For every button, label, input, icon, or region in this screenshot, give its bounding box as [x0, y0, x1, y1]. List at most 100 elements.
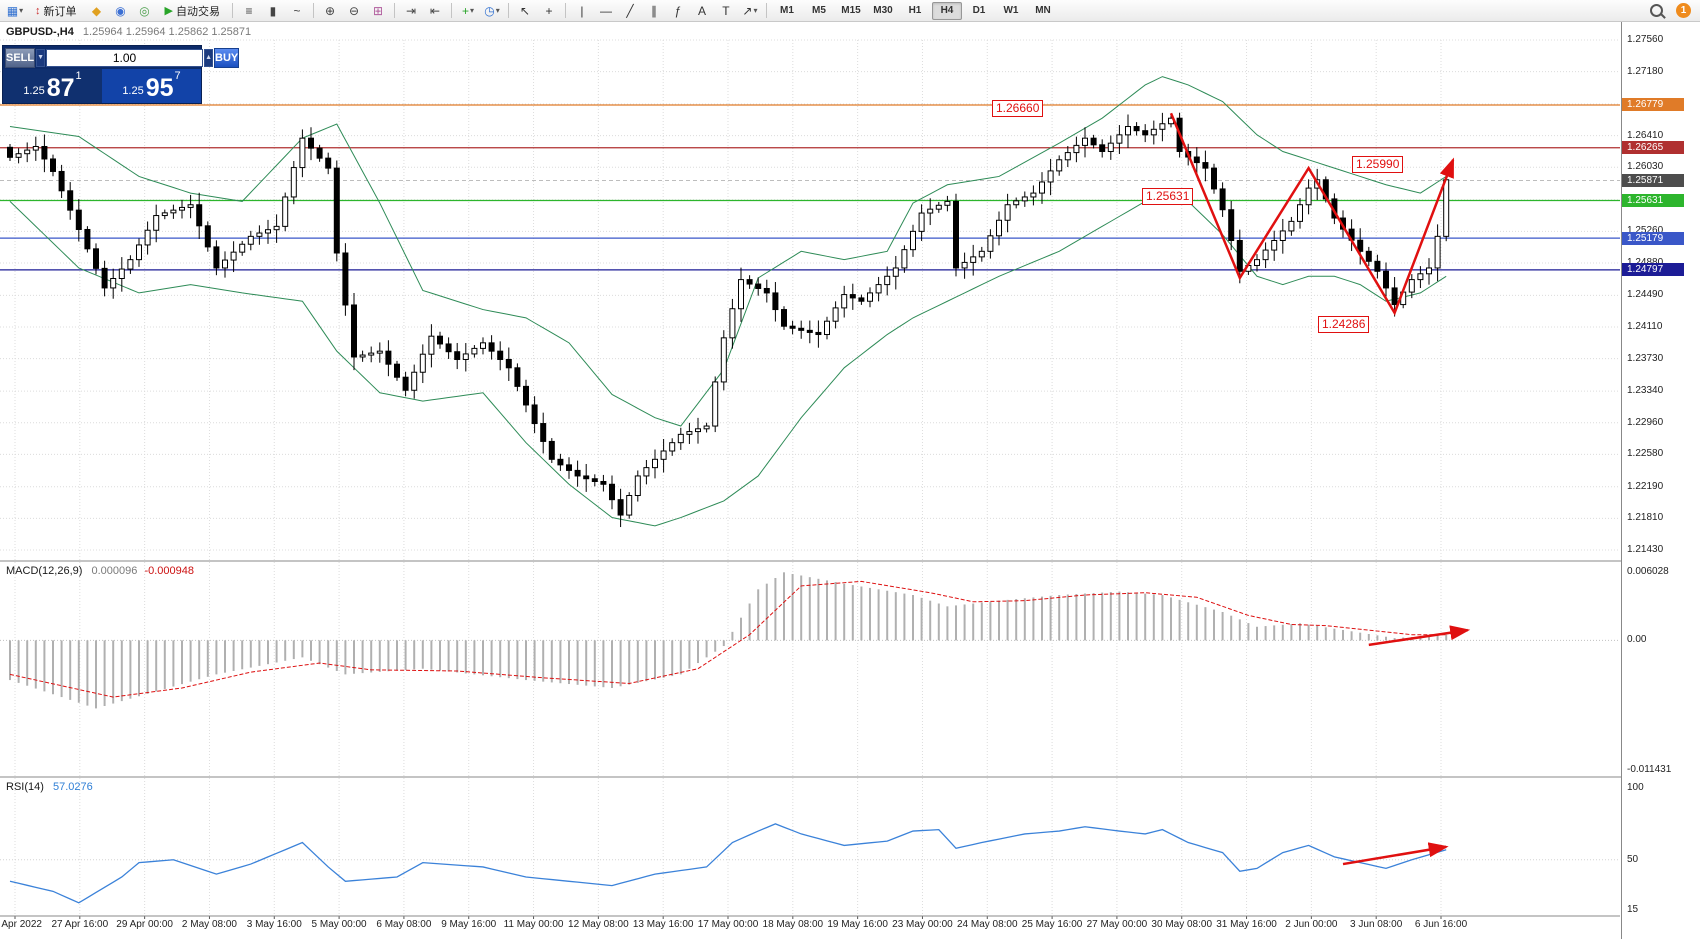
search-icon[interactable]	[1645, 1, 1667, 21]
candle-body	[480, 342, 486, 349]
trendline-icon[interactable]: ╱	[619, 1, 641, 21]
y-axis-label: 1.23340	[1627, 385, 1664, 397]
new-order-button[interactable]: ↕ 新订单	[28, 1, 84, 21]
market-icon[interactable]: ◎	[134, 1, 156, 21]
horizontal-line-icon[interactable]: ―	[595, 1, 617, 21]
y-axis-label: 1.22190	[1627, 480, 1664, 492]
candle-body	[935, 204, 942, 210]
zoom-in-icon[interactable]: ⊕	[319, 1, 341, 21]
candle-body	[910, 230, 916, 251]
candle-body	[497, 350, 504, 360]
timeframe-w1[interactable]: W1	[1003, 5, 1019, 16]
toolbar-separator	[312, 3, 314, 18]
x-axis-label: 29 Apr 00:00	[116, 919, 173, 930]
timeframe-h1[interactable]: H1	[908, 5, 922, 16]
timeframe-m1[interactable]: M1	[780, 5, 794, 16]
volume-decrease-button[interactable]: ▼	[36, 48, 46, 67]
toolbar-separator	[393, 3, 395, 18]
candle-body	[325, 157, 332, 169]
candle-body	[50, 158, 56, 172]
candle-body	[720, 337, 727, 383]
candle-body	[41, 145, 48, 160]
timeframe-m30[interactable]: M30	[873, 5, 893, 16]
candle-body	[961, 261, 968, 269]
chart-bar-type-icon[interactable]: ≡	[238, 1, 260, 21]
cursor-icon[interactable]: ↖	[514, 1, 536, 21]
trend-zigzag-arrow[interactable]	[1169, 112, 1455, 316]
zoom-out-icon[interactable]: ⊖	[343, 1, 365, 21]
trade-quotes-row: 1.25 87 1 1.25 95 7	[3, 69, 201, 103]
candle-body	[247, 235, 254, 245]
x-axis-label: 6 Jun 16:00	[1414, 919, 1468, 930]
arrows-icon[interactable]: ↗ ▾	[739, 1, 761, 21]
mql5-icon[interactable]: ◆	[86, 1, 108, 21]
chart-line-type-icon[interactable]: ~	[286, 1, 308, 21]
toolbar-separator	[564, 3, 566, 18]
community-icon[interactable]: ◉	[110, 1, 132, 21]
annotation-price-box[interactable]: 1.25631	[1142, 188, 1194, 205]
text-label-icon[interactable]: T	[715, 1, 737, 21]
annotation-price-box[interactable]: 1.24286	[1318, 316, 1370, 333]
vertical-line-icon[interactable]: |	[571, 1, 593, 21]
text-icon[interactable]: A	[691, 1, 713, 21]
volume-increase-button[interactable]: ▲	[204, 48, 213, 67]
crosshair-icon[interactable]: +	[538, 1, 560, 21]
timeframe-m5[interactable]: M5	[812, 5, 826, 16]
price-tag-1.26265: 1.26265	[1622, 141, 1684, 155]
sell-button[interactable]: SELL	[5, 47, 36, 68]
candle-body	[669, 442, 676, 452]
macd-trend-arrow[interactable]	[1368, 625, 1471, 647]
candle-body	[841, 294, 848, 309]
buy-quote[interactable]: 1.25 95 7	[102, 69, 201, 103]
auto-scroll-icon[interactable]: ⇥	[400, 1, 422, 21]
sell-quote[interactable]: 1.25 87 1	[3, 69, 102, 103]
annotation-price-box[interactable]: 1.26660	[992, 100, 1044, 117]
candle-body	[1305, 187, 1312, 206]
annotation-price-box[interactable]: 1.25990	[1352, 156, 1404, 173]
market-icon-glyph: ◎	[139, 3, 150, 18]
candle-body	[1142, 130, 1149, 136]
new-chart-icon[interactable]: ▦ ▾	[4, 1, 26, 21]
candle-body	[230, 251, 237, 261]
periods-icon[interactable]: ◷ ▾	[481, 1, 503, 21]
fibonacci-icon[interactable]: ƒ	[667, 1, 689, 21]
x-axis-label: 27 Apr 16:00	[51, 919, 109, 930]
auto-trading-button[interactable]: ▶ 自动交易	[158, 1, 227, 21]
horizontal-line-icon-glyph: ―	[599, 3, 612, 18]
volume-input[interactable]	[46, 48, 204, 67]
candle-body	[540, 423, 547, 442]
channel-icon[interactable]: ∥	[643, 1, 665, 21]
toolbar: ▦ ▾ ↕ 新订单 ◆ ◉ ◎ ▶ 自动交易 ≡ ▮ ~ ⊕ ⊖ ⊞ ⇥ ⇤ + ▾ ◷ ▾ ↖ + | ― ╱ ∥ ƒ A T ↗ ▾ M1…	[0, 0, 1700, 22]
candle-body	[1202, 162, 1209, 169]
timeframe-m15[interactable]: M15	[841, 5, 861, 16]
candle-body	[1374, 260, 1381, 272]
candle-body	[884, 275, 891, 286]
candle-body	[368, 352, 375, 356]
macd-title: MACD(12,26,9) 0.000096 -0.000948	[6, 565, 194, 577]
macd-signal-line	[9, 580, 1447, 698]
candle-body	[626, 495, 633, 516]
candle-body	[1047, 170, 1054, 183]
candle-body	[609, 483, 615, 501]
notification-badge[interactable]: 1	[1676, 3, 1691, 18]
candle-body	[1426, 267, 1432, 275]
candle-body	[1193, 156, 1200, 164]
tile-windows-icon[interactable]: ⊞	[367, 1, 389, 21]
indicators-icon[interactable]: + ▾	[457, 1, 479, 21]
x-axis-label: 6 May 08:00	[376, 919, 432, 930]
candle-body	[548, 440, 555, 460]
candle-body	[1383, 270, 1389, 289]
rsi-title: RSI(14) 57.0276	[6, 781, 93, 793]
candle-body	[781, 309, 787, 327]
rsi-trend-arrow[interactable]	[1342, 842, 1449, 866]
candle-body	[557, 458, 564, 466]
timeframe-mn[interactable]: MN	[1035, 5, 1051, 16]
buy-button[interactable]: BUY	[214, 47, 240, 68]
timeframe-d1[interactable]: D1	[972, 5, 986, 16]
chart-shift-icon[interactable]: ⇤	[424, 1, 446, 21]
timeframe-h4[interactable]: H4	[931, 1, 962, 20]
chart-title: GBPUSD-,H4 1.25964 1.25964 1.25862 1.258…	[6, 26, 251, 38]
chart-shift-icon-glyph: ⇤	[429, 3, 440, 18]
chart-candle-type-icon[interactable]: ▮	[262, 1, 284, 21]
